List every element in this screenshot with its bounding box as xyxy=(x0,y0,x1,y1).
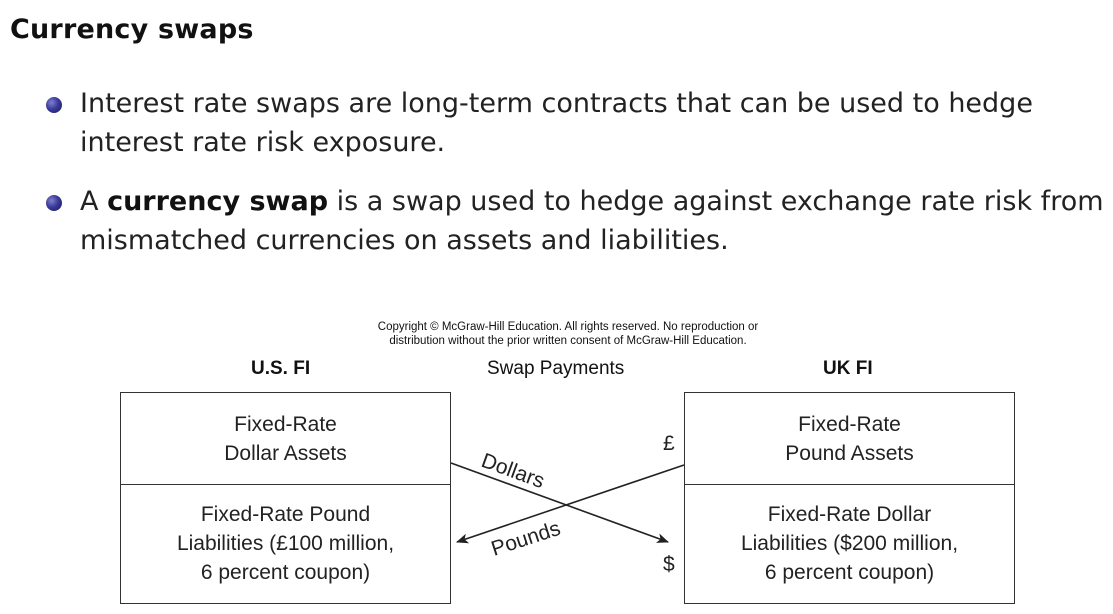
swap-payments-header: Swap Payments xyxy=(487,358,625,379)
bullet-text: Interest rate swaps are long-term contra… xyxy=(80,88,1033,158)
uk-fi-liabilities: Fixed-Rate Dollar Liabilities ($200 mill… xyxy=(740,503,959,584)
bullet-bold-term: currency swap xyxy=(107,186,329,217)
slide-title: Currency swaps xyxy=(10,14,254,45)
dollar-symbol: $ xyxy=(663,553,675,576)
uk-fi-assets: Fixed-Rate Pound Assets xyxy=(685,393,1014,485)
dollars-arrow xyxy=(450,462,669,543)
uk-fi-balance-sheet: Fixed-Rate Pound Assets Fixed-Rate Dolla… xyxy=(684,392,1015,604)
bullet-list: Interest rate swaps are long-term contra… xyxy=(46,84,1106,280)
us-fi-assets: Fixed-Rate Dollar Assets xyxy=(121,393,450,485)
pound-symbol: £ xyxy=(663,432,675,455)
copyright-line: distribution without the prior written c… xyxy=(389,335,747,347)
bullet-dot-icon xyxy=(46,97,62,113)
us-fi-balance-sheet: Fixed-Rate Dollar Assets Fixed-Rate Poun… xyxy=(120,392,451,604)
bullet-item: A currency swap is a swap used to hedge … xyxy=(46,182,1106,260)
bullet-item: Interest rate swaps are long-term contra… xyxy=(46,84,1106,162)
pounds-arrow xyxy=(456,464,685,544)
pounds-label: Pounds xyxy=(488,517,563,561)
copyright-notice: Copyright © McGraw-Hill Education. All r… xyxy=(330,320,806,348)
uk-fi-header: UK FI xyxy=(823,358,873,379)
copyright-line: Copyright © McGraw-Hill Education. All r… xyxy=(377,321,759,333)
bullet-text-post: is a swap used to hedge against exchange… xyxy=(80,186,1104,256)
us-fi-header: U.S. FI xyxy=(251,358,311,379)
bullet-dot-icon xyxy=(46,195,62,211)
us-fi-liabilities: Fixed-Rate Pound Liabilities (£100 milli… xyxy=(176,503,395,584)
bullet-text-pre: A xyxy=(80,186,108,217)
dollars-label: Dollars xyxy=(478,449,547,493)
